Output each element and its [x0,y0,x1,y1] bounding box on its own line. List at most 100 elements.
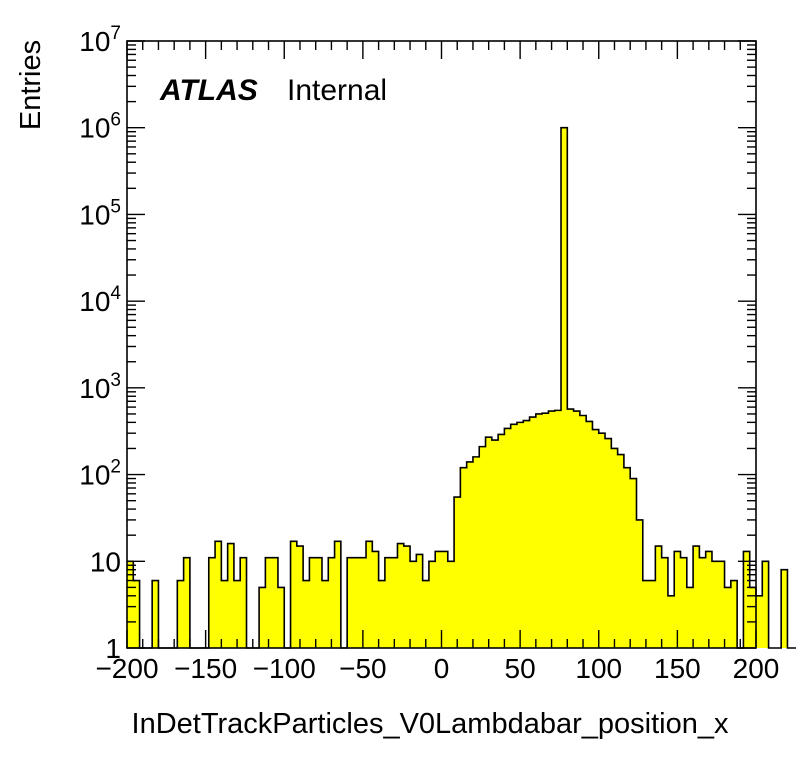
histogram-bar [724,587,732,648]
y-tick-label: 106 [79,110,121,144]
histogram-bar [290,541,298,648]
histogram-bar [372,551,379,648]
histogram-bar [208,557,216,648]
histogram-bar [265,557,273,648]
histogram-bar [516,422,524,648]
histogram-bar [215,541,222,648]
histogram-bar [127,561,134,648]
histogram-bar [227,543,235,648]
histogram-bar [353,557,361,648]
histogram-bar [674,551,681,648]
y-tick-label: 103 [79,370,121,404]
x-tick-label: 50 [505,653,536,684]
histogram-bar [686,587,694,648]
histogram-bar [504,428,512,648]
histogram-bar [579,415,587,648]
histogram-bar [366,541,373,648]
histogram-bar [240,557,247,648]
histogram-bar [699,557,707,648]
histogram-bar [315,557,323,648]
histogram-bar [592,429,600,648]
y-axis-title: Entries [15,40,47,130]
histogram-bar [491,440,499,648]
y-tick-label: 10 [90,546,121,577]
histogram-bar [554,410,562,648]
histogram-bar [523,420,530,648]
histogram-bar [567,409,574,648]
histogram-bar [623,467,631,648]
x-tick-label: 150 [654,653,701,684]
histogram-bar [391,557,398,648]
histogram-bar [309,557,317,648]
histogram-bar [410,561,417,648]
histogram-bar [460,467,468,648]
histogram-bar [133,580,140,648]
histogram-bar [617,454,625,648]
histogram-bar [718,561,725,648]
histogram-bar [466,461,474,648]
histogram-bar [598,433,606,648]
y-tick-label: 104 [79,283,121,317]
histogram-bar [605,438,612,648]
histogram-bar [359,557,367,648]
histogram-bar [403,546,411,648]
atlas-label: ATLAS [159,74,258,107]
x-tick-label: −50 [339,653,387,684]
x-tick-label: 100 [575,653,622,684]
histogram-bar [642,580,650,648]
histogram-bar [296,546,304,648]
x-tick-label: −100 [253,653,316,684]
histogram-bar [277,587,285,648]
internal-label: Internal [287,74,387,107]
x-tick-label: 200 [733,653,780,684]
histogram-bar [328,557,335,648]
y-tick-label: 1 [105,633,121,664]
histogram-bar [428,561,436,648]
histogram-bar [611,448,619,648]
histogram-bar [384,557,392,648]
x-axis-title: InDetTrackParticles_V0Lambdabar_position… [132,708,729,740]
histogram-bar [636,519,644,648]
histogram-bars [127,127,788,648]
histogram-bar [259,587,266,648]
histogram-bar [510,424,518,648]
histogram-bar [529,417,537,648]
histogram-bar [762,561,769,648]
x-tick-label: 0 [434,653,450,684]
x-tick-label: −200 [95,653,158,684]
histogram-bar [183,557,191,648]
histogram-bar [422,580,430,648]
histogram-bar [152,580,159,648]
histogram-bar [756,595,763,648]
y-tick-labels: 1 10 102 103 104 105 106 107 [79,23,121,664]
histogram-bar [177,580,185,648]
x-tick-labels: −200 −150 −100 −50 0 50 100 150 200 [95,653,779,684]
histogram-bar [781,569,788,648]
histogram-bar [743,551,751,648]
histogram-bar [485,437,493,648]
histogram-bar [479,446,486,648]
histogram-bar [586,421,593,648]
histogram-bar [347,557,354,648]
histogram-bar [661,557,669,648]
histogram-bar [221,580,229,648]
histogram-bar [233,580,241,648]
histogram-bar [561,127,568,648]
histogram-bar [667,595,675,648]
histogram-bar [630,478,637,648]
histogram-bar [542,413,549,648]
histogram-bar [573,411,581,648]
axis-ticks [126,40,757,649]
histogram-bar [749,587,757,648]
histogram-bar [472,456,480,648]
histogram-bar [498,434,505,648]
histogram-bar [693,546,700,648]
histogram-bar [271,557,279,648]
histogram-bar [548,411,556,648]
histogram-bar [416,554,424,648]
histogram-bar [397,543,405,648]
histogram-bar [303,580,310,648]
histogram-bar [435,551,442,648]
histogram-bar [649,580,656,648]
